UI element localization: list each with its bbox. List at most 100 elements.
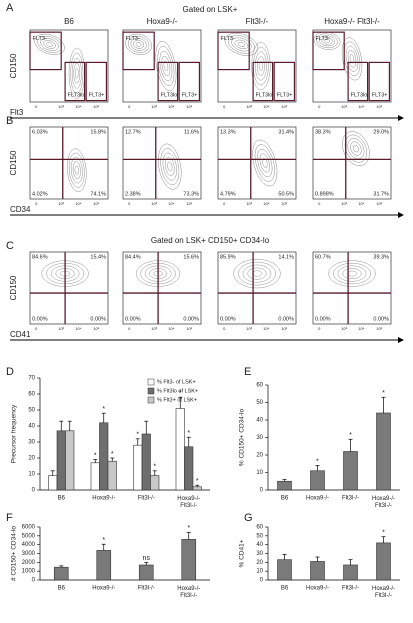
y-tick-label: 3000 <box>22 551 36 557</box>
y-tick-label: 10 <box>28 472 35 478</box>
quadrant-percent: 11.6% <box>184 129 199 135</box>
bar <box>53 566 69 581</box>
significance: * <box>196 478 199 485</box>
contour <box>160 148 180 186</box>
contour <box>40 38 59 51</box>
axis-tick-label: 10³ <box>58 104 64 109</box>
axis-tick-label: 0 <box>318 104 321 109</box>
significance: * <box>111 451 114 458</box>
contour <box>242 264 272 283</box>
y-tick-label: 50 <box>256 533 263 539</box>
contour <box>130 38 147 51</box>
axis-tick-label: 0 <box>128 326 131 331</box>
significance: * <box>102 537 105 544</box>
contour <box>262 158 268 168</box>
panel-letter: F <box>6 512 13 524</box>
quadrant-percent: 29.0% <box>373 129 389 135</box>
x-axis-label: CD34 <box>10 205 31 214</box>
axis-tick-label: 10⁴ <box>75 104 81 109</box>
y-tick-label: 10 <box>256 470 263 476</box>
contour <box>34 33 65 55</box>
contour <box>350 141 362 156</box>
y-tick-label: 10 <box>256 569 263 575</box>
quadrant-percent: 4.02% <box>32 191 48 197</box>
plot-frame <box>29 251 109 325</box>
gate <box>252 61 274 102</box>
gate <box>64 61 86 102</box>
y-tick-label: 70 <box>28 376 35 382</box>
contour <box>342 268 362 279</box>
quadrant-percent: 50.5% <box>278 191 294 197</box>
panel-title: Gated on LSK+ CD150+ CD34-lo <box>151 236 270 245</box>
contour <box>72 161 81 180</box>
axis-tick-label: 10⁴ <box>358 201 364 206</box>
gate <box>157 61 179 102</box>
y-tick-label: 0 <box>260 578 264 584</box>
contour <box>167 161 173 172</box>
x-tick-label: B6 <box>58 586 66 592</box>
y-tick-label: 1000 <box>22 569 36 575</box>
bar <box>343 564 358 581</box>
x-tick-label: B6 <box>58 496 66 502</box>
contour <box>43 40 56 49</box>
significance: * <box>136 432 139 439</box>
bar <box>48 475 58 491</box>
gate-label: FLT3lo <box>256 92 273 98</box>
gate-label: FLT3- <box>221 36 235 42</box>
contour <box>161 55 171 77</box>
contour <box>333 263 371 285</box>
bar <box>107 460 117 491</box>
y-axis-label: CD150 <box>9 53 18 78</box>
contour <box>342 131 370 166</box>
bar <box>192 486 202 491</box>
gate-label: FLT3+ <box>277 92 293 98</box>
bar <box>184 446 194 491</box>
quadrant-percent: 0.00% <box>278 316 294 322</box>
significance: * <box>187 430 190 437</box>
y-axis-label: CD150 <box>9 150 18 175</box>
x-tick-label: Hoxa9-/- <box>92 586 115 592</box>
contour <box>337 265 367 282</box>
axis-tick-label: 10⁵ <box>186 201 192 206</box>
bar <box>150 475 160 491</box>
contour <box>135 42 142 47</box>
quadrant-percent: 85.9% <box>220 254 236 260</box>
axis-tick-label: 10³ <box>341 326 347 331</box>
contour <box>347 270 357 277</box>
bar <box>310 561 325 581</box>
y-tick-label: 0 <box>260 488 264 494</box>
x-tick-label: Flt3l-/- <box>342 586 359 592</box>
contour <box>162 152 177 181</box>
y-tick-label: 50 <box>28 408 35 414</box>
contour <box>224 33 259 56</box>
quadrant-percent: 31.7% <box>373 191 389 197</box>
gate <box>273 61 296 102</box>
axis-tick-label: 0 <box>35 104 38 109</box>
bar <box>56 430 66 491</box>
contour <box>163 60 169 72</box>
axis-tick-label: 10³ <box>341 104 347 109</box>
quadrant-percent: 14.1% <box>278 254 294 260</box>
x-tick-label: Hoxa9-/- <box>306 496 329 502</box>
significance: * <box>316 458 319 465</box>
panel-letter: D <box>6 366 14 378</box>
contour <box>127 35 150 53</box>
axis-tick-label: 10³ <box>151 201 157 206</box>
axis-tick-label: 10⁴ <box>358 104 364 109</box>
gate-label: FLT3lo <box>68 92 85 98</box>
axis-tick-label: 10⁵ <box>376 326 382 331</box>
significance: * <box>179 390 182 397</box>
bar <box>376 412 391 491</box>
quadrant-percent: 0.00% <box>90 316 106 322</box>
gate <box>178 61 201 102</box>
axis-tick-label: 10⁵ <box>376 201 382 206</box>
x-tick-label: B6 <box>281 496 289 502</box>
contour <box>237 41 245 47</box>
arrow-head <box>398 115 404 121</box>
y-tick-label: 0 <box>32 488 36 494</box>
bar <box>133 444 143 491</box>
axis-tick-label: 10⁴ <box>168 326 174 331</box>
y-tick-label: 30 <box>28 440 35 446</box>
contour <box>328 260 376 287</box>
quadrant-percent: 0.898% <box>315 191 334 197</box>
